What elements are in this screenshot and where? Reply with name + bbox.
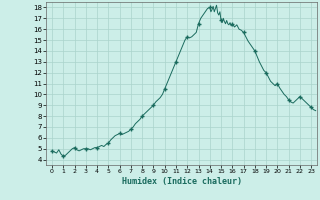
X-axis label: Humidex (Indice chaleur): Humidex (Indice chaleur) xyxy=(122,177,242,186)
